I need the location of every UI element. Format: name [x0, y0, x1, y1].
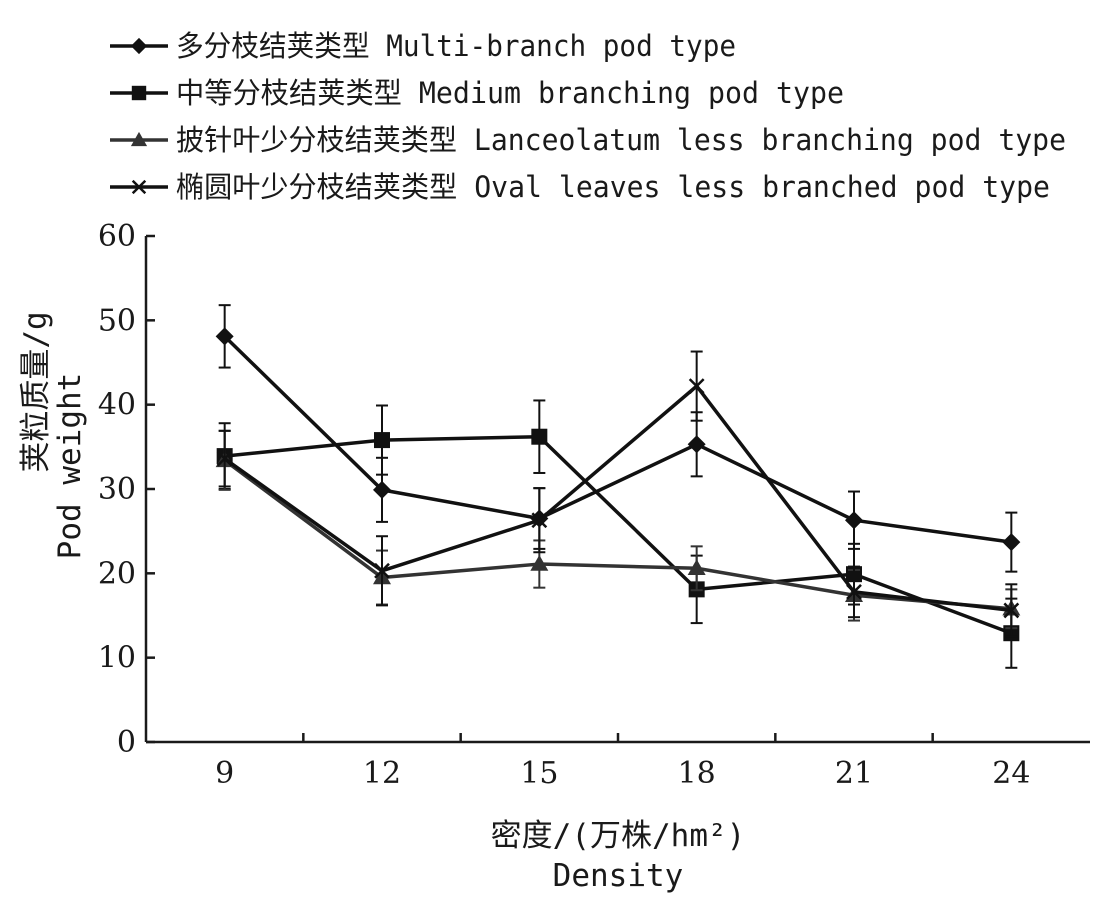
data-point	[688, 378, 705, 394]
legend-marker	[131, 179, 147, 195]
data-point	[846, 584, 862, 600]
series-line	[223, 384, 1012, 613]
y-tick-label: 40	[98, 388, 136, 423]
legend-item-4: 椭圆叶少分枝结荚类型 Oval leaves less branched pod…	[110, 170, 1050, 204]
legend-marker	[131, 85, 147, 101]
axes: 0 10 20 30 40 50 60 9 12 15 18 21 24	[98, 219, 1090, 791]
data-point	[374, 562, 390, 579]
data-point	[1003, 602, 1020, 619]
x-tick-label: 24	[992, 756, 1030, 791]
y-tick-label: 10	[98, 641, 136, 676]
legend-item-1: 多分枝结荚类型 Multi-branch pod type	[110, 29, 736, 63]
data-point	[216, 450, 233, 467]
data-point	[687, 559, 706, 576]
data-point	[374, 432, 390, 449]
legend-marker	[130, 131, 148, 147]
x-tick-label: 9	[215, 756, 234, 791]
data-point	[531, 428, 548, 445]
series-4	[216, 350, 1020, 638]
x-tick-label: 21	[835, 756, 873, 791]
x-axis-title-en: Density	[553, 858, 684, 894]
series-line	[224, 434, 1012, 635]
data-point	[531, 512, 548, 529]
legend-item-3: 披针叶少分枝结荚类型 Lanceolatum less branching po…	[110, 123, 1066, 157]
y-axis-title-en: Pod weight	[52, 373, 88, 560]
legend-label: 多分枝结荚类型 Multi-branch pod type	[176, 29, 736, 63]
series-line	[223, 458, 1012, 611]
x-axis-title-cn: 密度/(万株/hm²)	[491, 818, 746, 854]
x-tick-label: 12	[363, 756, 401, 791]
series-2	[216, 399, 1020, 669]
data-point	[530, 555, 549, 571]
y-tick-label: 50	[98, 303, 136, 338]
y-axis-title-cn: 荚粒质量/g	[18, 311, 54, 472]
series-layer	[215, 304, 1021, 669]
series-line	[223, 335, 1012, 544]
y-tick-label: 20	[98, 556, 136, 591]
legend: 多分枝结荚类型 Multi-branch pod type 中等分枝结荚类型 Me…	[110, 29, 1066, 204]
legend-label: 椭圆叶少分枝结荚类型 Oval leaves less branched pod…	[176, 170, 1050, 204]
x-tick-label: 18	[678, 756, 716, 791]
data-point	[845, 511, 863, 530]
legend-label: 中等分枝结荚类型 Medium branching pod type	[176, 76, 844, 110]
series-1	[215, 304, 1021, 573]
data-point	[373, 480, 391, 499]
legend-marker	[130, 37, 148, 55]
y-tick-label: 30	[98, 472, 136, 507]
legend-label: 披针叶少分枝结荚类型 Lanceolatum less branching po…	[176, 123, 1066, 157]
legend-item-2: 中等分枝结荚类型 Medium branching pod type	[110, 76, 844, 110]
data-point	[1002, 533, 1021, 552]
y-tick-label: 60	[98, 219, 136, 254]
y-tick-label: 0	[117, 725, 136, 760]
x-axis-title: 密度/(万株/hm²) Density	[491, 818, 746, 894]
x-tick-label: 15	[520, 756, 558, 791]
data-point	[687, 435, 706, 454]
data-point	[215, 327, 234, 346]
